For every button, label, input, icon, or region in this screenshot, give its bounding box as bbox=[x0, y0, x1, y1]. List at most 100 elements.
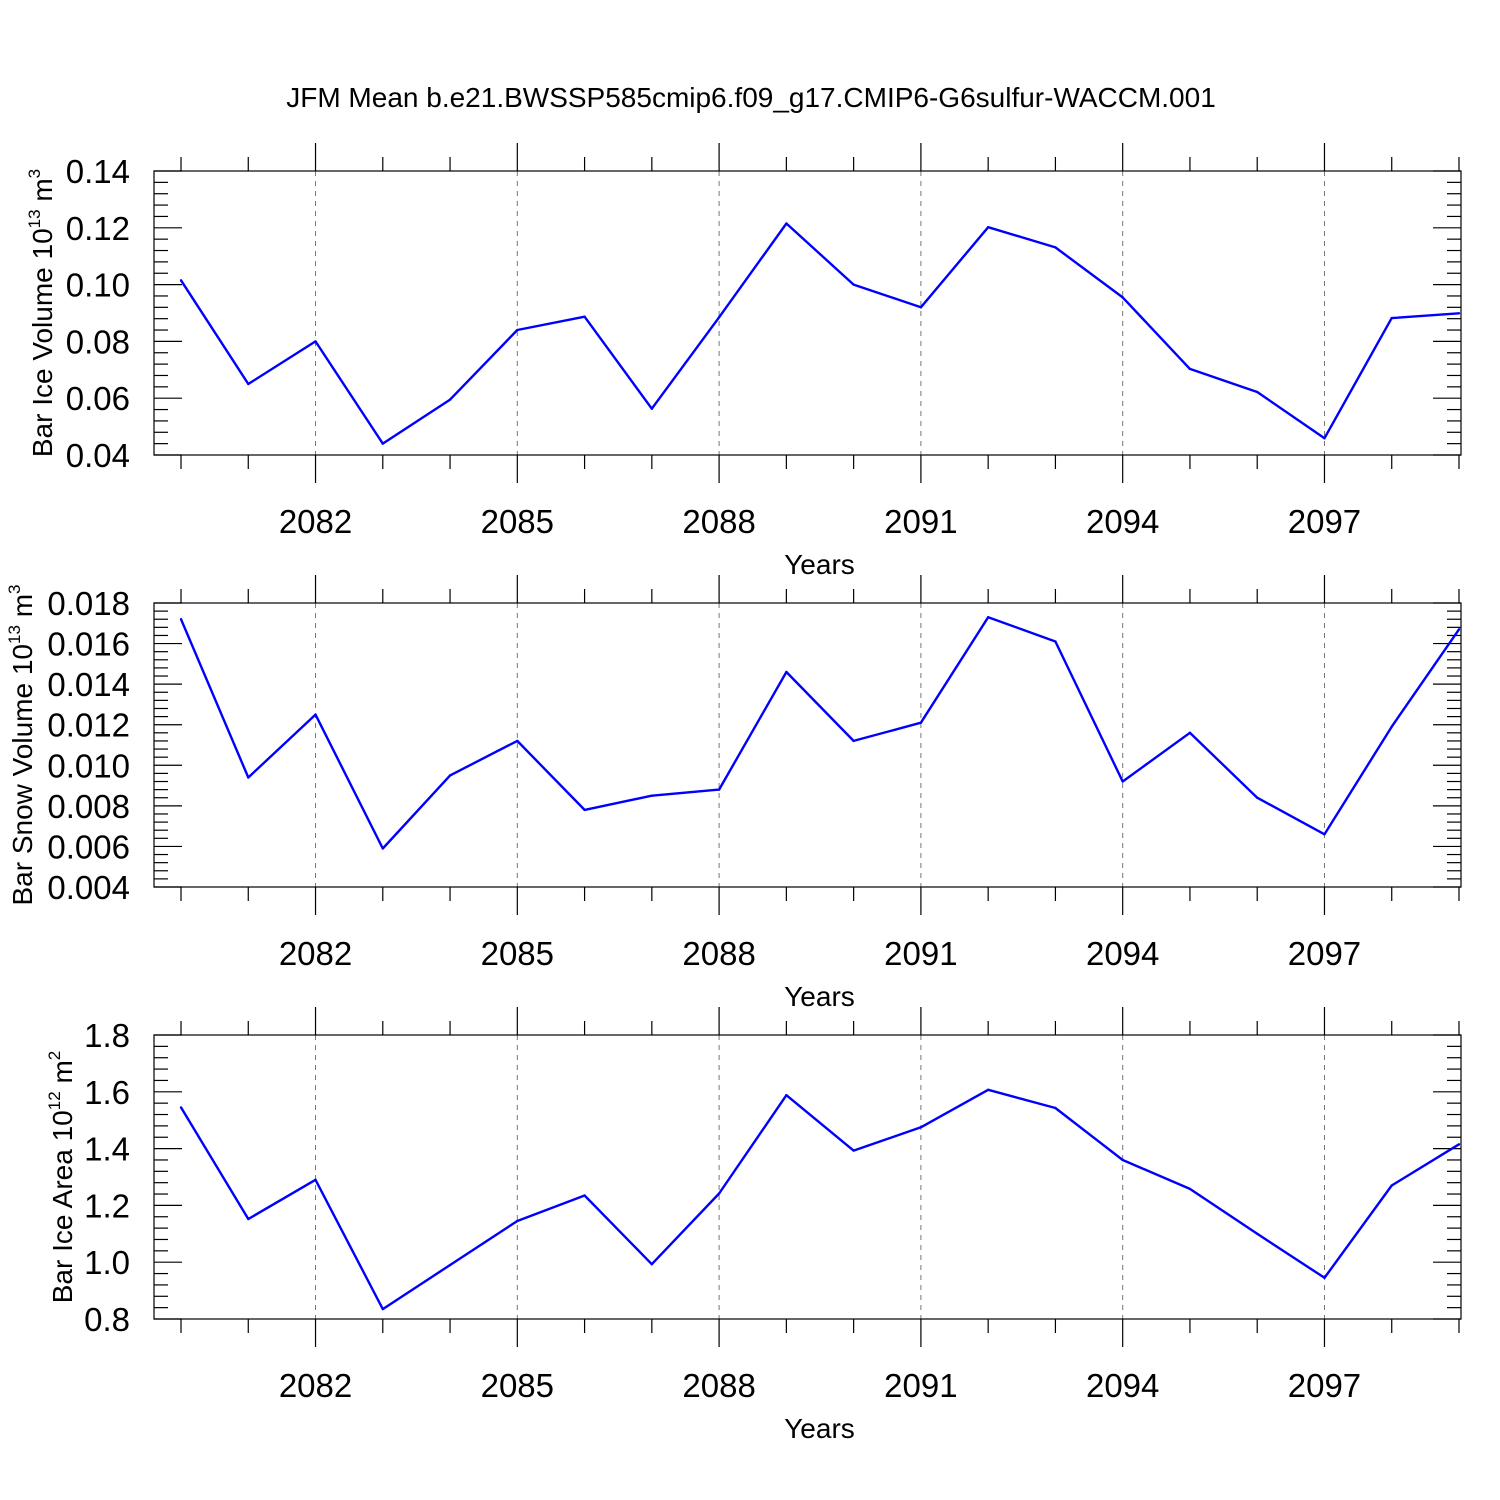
data-point-2084 bbox=[448, 774, 452, 777]
series-line bbox=[179, 1088, 1460, 1311]
data-point-2096 bbox=[1256, 390, 1259, 394]
data-point-2087 bbox=[650, 407, 654, 410]
y-axis-title-part: Bar Ice Area 10 bbox=[47, 1110, 78, 1303]
data-point-2085 bbox=[516, 739, 519, 743]
y-tick-label: 1.8 bbox=[84, 1017, 130, 1054]
y-tick-label: 1.4 bbox=[84, 1131, 130, 1168]
x-tick-label: 2094 bbox=[1086, 1367, 1159, 1404]
y-tick-label: 0.008 bbox=[47, 788, 130, 825]
x-tick-label: 2088 bbox=[682, 1367, 755, 1404]
x-tick-label: 2091 bbox=[884, 503, 957, 540]
data-point-2085 bbox=[516, 1219, 519, 1223]
y-axis-title-superscript: 13 bbox=[5, 625, 24, 644]
data-point-2098 bbox=[1390, 725, 1393, 728]
x-tick-label: 2085 bbox=[481, 1367, 554, 1404]
y-axis-title-superscript: 12 bbox=[45, 1091, 64, 1110]
data-point-2087 bbox=[650, 1262, 654, 1266]
y-axis-title-part: m bbox=[47, 1060, 78, 1091]
panel-2: 2082 2085 2088 2091 2094 2097Years0.0040.0060… bbox=[5, 575, 1462, 1012]
x-tick-label: 2097 bbox=[1288, 935, 1361, 972]
x-axis-title: Years bbox=[784, 1413, 855, 1444]
data-point-2085 bbox=[516, 328, 519, 332]
data-point-2093 bbox=[1054, 1106, 1057, 1110]
data-point-2089 bbox=[785, 222, 788, 225]
data-point-2086 bbox=[583, 808, 586, 812]
y-axis-title-superscript: 2 bbox=[45, 1051, 64, 1060]
data-point-2087 bbox=[650, 794, 654, 797]
data-point-2099 bbox=[1457, 312, 1461, 315]
x-tick-label: 2088 bbox=[682, 935, 755, 972]
data-point-2093 bbox=[1054, 246, 1057, 249]
data-point-2080 bbox=[179, 1106, 183, 1109]
data-point-2081 bbox=[247, 1217, 250, 1221]
data-point-2094 bbox=[1121, 780, 1124, 783]
y-tick-label: 0.012 bbox=[47, 707, 130, 744]
data-point-2089 bbox=[785, 1094, 788, 1097]
y-tick-label: 0.12 bbox=[66, 210, 130, 247]
series-line bbox=[179, 616, 1460, 850]
data-point-2096 bbox=[1256, 796, 1259, 799]
data-point-2095 bbox=[1188, 367, 1192, 371]
x-tick-label: 2097 bbox=[1288, 503, 1361, 540]
y-axis-title-part: Bar Ice Volume 10 bbox=[27, 228, 58, 457]
data-point-2097 bbox=[1323, 437, 1326, 440]
data-point-2094 bbox=[1121, 1158, 1124, 1162]
data-point-2099 bbox=[1457, 1143, 1461, 1146]
data-point-2084 bbox=[448, 1263, 452, 1267]
figure-title: JFM Mean b.e21.BWSSP585cmip6.f09_g17.CMI… bbox=[286, 82, 1216, 113]
y-tick-label: 0.014 bbox=[47, 666, 130, 703]
data-point-2091 bbox=[919, 306, 923, 309]
y-tick-label: 0.04 bbox=[66, 437, 130, 474]
data-point-2083 bbox=[381, 442, 384, 445]
data-point-2091 bbox=[919, 1126, 923, 1129]
plot-frame bbox=[153, 1034, 1462, 1320]
y-axis-title: Bar Ice Volume 1013 m3 bbox=[25, 169, 58, 457]
data-point-2094 bbox=[1121, 296, 1124, 299]
y-axis-title-part: m bbox=[7, 594, 38, 625]
x-tick-label: 2088 bbox=[682, 503, 755, 540]
series-line bbox=[179, 222, 1460, 445]
y-tick-label: 1.0 bbox=[84, 1244, 130, 1281]
data-point-2086 bbox=[583, 315, 586, 318]
x-tick-label: 2082 bbox=[279, 935, 352, 972]
data-point-2091 bbox=[919, 721, 923, 724]
data-point-2089 bbox=[785, 670, 788, 674]
x-tick-label: 2085 bbox=[481, 503, 554, 540]
y-axis-title: Bar Snow Volume 1013 m3 bbox=[5, 585, 38, 906]
data-point-2095 bbox=[1188, 1187, 1192, 1191]
x-tick-label: 2097 bbox=[1288, 1367, 1361, 1404]
data-point-2083 bbox=[381, 847, 384, 850]
data-point-2092 bbox=[986, 616, 990, 619]
x-tick-label: 2091 bbox=[884, 935, 957, 972]
data-point-2082 bbox=[314, 1178, 317, 1182]
y-tick-label: 0.004 bbox=[47, 869, 130, 906]
data-point-2082 bbox=[314, 713, 317, 716]
data-point-2098 bbox=[1390, 1184, 1393, 1187]
data-point-2086 bbox=[583, 1194, 586, 1197]
data-point-2097 bbox=[1323, 833, 1326, 836]
data-point-2092 bbox=[986, 226, 990, 229]
data-point-2088 bbox=[717, 788, 721, 791]
data-point-2095 bbox=[1188, 731, 1192, 735]
panels: 2082 2085 2088 2091 2094 2097 Years 0.04 0.06 0.0… bbox=[5, 143, 1462, 1444]
data-point-2081 bbox=[247, 382, 250, 386]
data-point-2080 bbox=[179, 279, 183, 282]
y-tick-label: 0.8 bbox=[84, 1301, 130, 1338]
data-point-2088 bbox=[717, 1192, 721, 1195]
x-axis-title: Years bbox=[784, 981, 855, 1012]
y-tick-label: 0.018 bbox=[47, 585, 130, 622]
data-point-2084 bbox=[448, 398, 452, 401]
y-tick-label: 0.06 bbox=[66, 380, 130, 417]
y-tick-label: 1.6 bbox=[84, 1074, 130, 1111]
panel-3: 2082 2085 2088 2091 2094 2097 Years 0.8 1.0 1.2 1.… bbox=[45, 1007, 1462, 1444]
y-tick-label: 0.010 bbox=[47, 747, 130, 784]
x-axis-title: Years bbox=[784, 549, 855, 580]
y-tick-label: 0.006 bbox=[47, 828, 130, 865]
y-axis-title: Bar Ice Area 1012 m2 bbox=[45, 1051, 78, 1304]
y-axis-title-superscript: 13 bbox=[25, 209, 44, 228]
data-point-2090 bbox=[852, 739, 855, 743]
data-point-2090 bbox=[852, 283, 855, 286]
y-axis-title-part: Bar Snow Volume 10 bbox=[7, 644, 38, 906]
data-point-2080 bbox=[179, 618, 183, 621]
data-point-2099 bbox=[1457, 628, 1461, 631]
